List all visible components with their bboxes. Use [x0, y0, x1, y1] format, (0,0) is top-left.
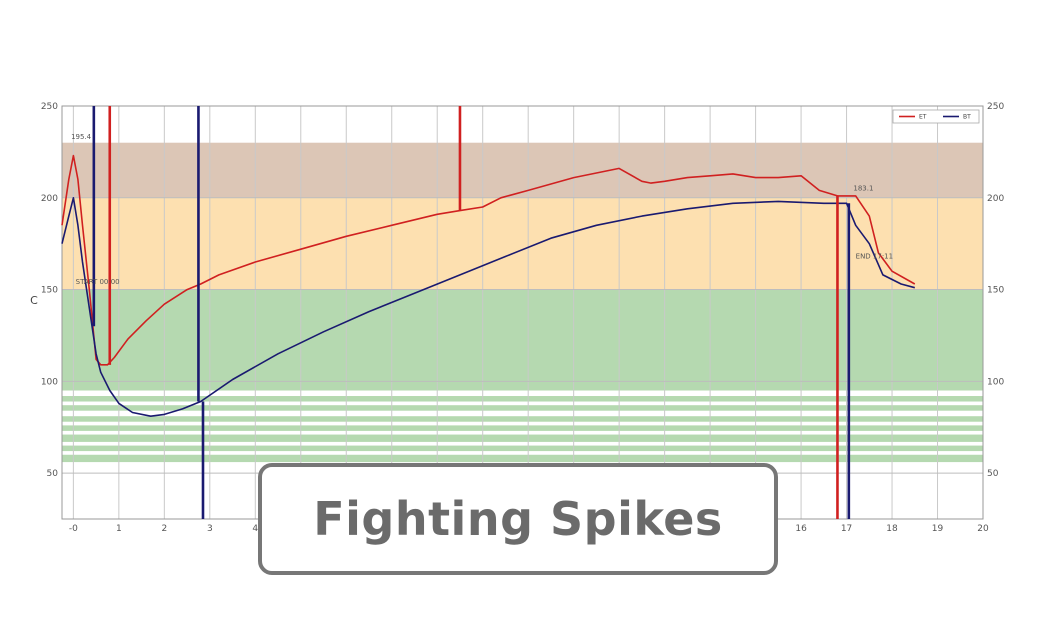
legend-label-et: ET — [919, 114, 927, 121]
x-tick-label: 16 — [795, 524, 807, 534]
series-line-bt — [61, 197, 916, 418]
temperature-band — [62, 454, 983, 463]
y-tick-label-right: 150 — [987, 286, 1004, 296]
y-tick-label-right: 250 — [987, 102, 1004, 112]
y-tick-label-left: 200 — [41, 194, 58, 204]
temperature-band — [62, 445, 983, 452]
chart-annotation: 195.4 — [71, 133, 92, 141]
chart-annotation: START 00:00 — [76, 278, 120, 286]
temperature-band — [62, 396, 983, 402]
series-line-et — [61, 154, 916, 366]
chart-annotation: END 17:11 — [856, 252, 893, 260]
title-banner: Fighting Spikes — [258, 463, 778, 575]
x-tick-label: 2 — [161, 524, 167, 534]
legend-label-bt: BT — [963, 114, 971, 121]
x-tick-label: 4 — [252, 524, 258, 534]
x-tick-label: 1 — [116, 524, 122, 534]
banner-title: Fighting Spikes — [313, 492, 723, 546]
y-tick-label-left: 50 — [47, 469, 59, 479]
y-tick-label-left: 100 — [41, 377, 58, 387]
temperature-band — [62, 405, 983, 411]
temperature-band — [62, 416, 983, 422]
x-tick-label: 20 — [977, 524, 989, 534]
x-tick-label: 3 — [207, 524, 213, 534]
y-tick-label-left: 250 — [41, 102, 58, 112]
temperature-band — [62, 142, 983, 198]
legend-box — [892, 109, 980, 124]
temperature-band — [62, 381, 983, 391]
x-tick-label: 18 — [886, 524, 898, 534]
temperature-band — [62, 425, 983, 431]
y-axis-label: C — [30, 294, 38, 307]
y-tick-label-left: 150 — [41, 286, 58, 296]
y-tick-label-right: 200 — [987, 194, 1004, 204]
chart-annotation: 183.1 — [853, 184, 873, 192]
temperature-band — [62, 434, 983, 442]
temperature-band — [62, 197, 983, 290]
x-tick-label: -0 — [69, 524, 78, 534]
y-tick-label-right: 50 — [987, 469, 999, 479]
x-tick-label: 19 — [932, 524, 944, 534]
y-tick-label-right: 100 — [987, 377, 1004, 387]
x-tick-label: 17 — [841, 524, 852, 534]
temperature-band — [62, 289, 983, 382]
